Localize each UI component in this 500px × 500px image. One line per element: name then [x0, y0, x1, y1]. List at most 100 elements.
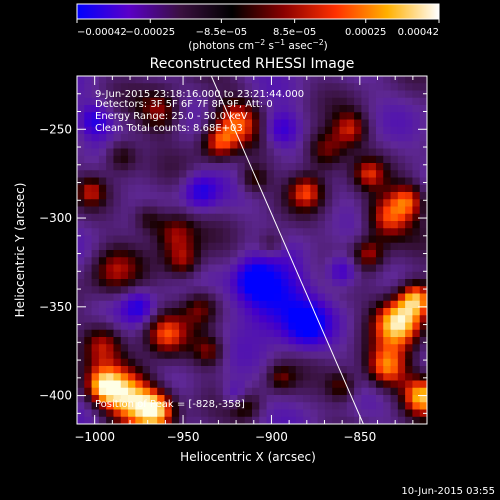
heatmap-cell [186, 315, 195, 323]
heatmap-cell [193, 228, 202, 236]
heatmap-cell [120, 416, 129, 424]
heatmap-cell [397, 409, 406, 418]
heatmap-cell [259, 271, 268, 280]
heatmap-cell [346, 257, 355, 265]
heatmap-cell [77, 315, 85, 323]
heatmap-cell [412, 184, 421, 193]
heatmap-cell [332, 387, 340, 396]
heatmap-cell [281, 264, 289, 273]
heatmap-cell [324, 373, 333, 381]
heatmap-cell [84, 409, 93, 418]
heatmap-cell [244, 315, 253, 323]
heatmap-cell [222, 264, 231, 273]
heatmap-cell [230, 387, 238, 396]
heatmap-cell [332, 271, 340, 280]
heatmap-cell [346, 402, 355, 410]
heatmap-cell [142, 83, 151, 91]
heatmap-cell [419, 300, 427, 309]
heatmap-cell [237, 416, 246, 424]
heatmap-cell [244, 177, 253, 186]
heatmap-cell [252, 337, 260, 345]
heatmap-cell [200, 105, 209, 113]
heatmap-cell [215, 126, 224, 135]
heatmap-cell [339, 279, 348, 287]
heatmap-cell [324, 264, 333, 273]
heatmap-cell [179, 344, 187, 352]
heatmap-cell [222, 416, 231, 424]
heatmap-cell [179, 97, 187, 106]
heatmap-cell [128, 300, 136, 309]
heatmap-cell [281, 257, 289, 265]
heatmap-cell [179, 199, 187, 207]
heatmap-cell [208, 402, 217, 410]
heatmap-cell [354, 141, 362, 149]
heatmap-cell [237, 308, 246, 316]
heatmap-cell [390, 257, 399, 265]
heatmap-cell [157, 112, 165, 120]
heatmap-cell [405, 358, 413, 367]
heatmap-cell [193, 351, 202, 360]
heatmap-cell [295, 329, 304, 338]
heatmap-cell [346, 199, 355, 207]
heatmap-cell [317, 257, 326, 265]
heatmap-cell [157, 177, 165, 186]
heatmap-cell [84, 257, 93, 265]
heatmap-cell [405, 213, 413, 222]
heatmap-cell [281, 344, 289, 352]
heatmap-cell [230, 286, 238, 294]
heatmap-cell [375, 76, 384, 84]
heatmap-cell [106, 199, 114, 207]
heatmap-cell [91, 257, 100, 265]
heatmap-cell [149, 184, 158, 193]
heatmap-cell [346, 134, 355, 142]
heatmap-cell [84, 279, 93, 287]
heatmap-cell [237, 380, 246, 389]
heatmap-cell [77, 155, 85, 164]
heatmap-cell [310, 337, 319, 345]
heatmap-cell [266, 141, 275, 149]
heatmap-cell [303, 119, 311, 128]
heatmap-cell [98, 279, 107, 287]
heatmap-cell [273, 83, 282, 91]
heatmap-cell [346, 155, 355, 164]
heatmap-cell [142, 358, 151, 367]
heatmap-cell [295, 358, 304, 367]
heatmap-cell [244, 308, 253, 316]
heatmap-cell [113, 221, 122, 229]
heatmap-cell [419, 184, 427, 193]
heatmap-cell [171, 271, 180, 280]
heatmap-cell [324, 213, 333, 222]
heatmap-cell [346, 409, 355, 418]
heatmap-cell [186, 286, 195, 294]
heatmap-cell [332, 199, 340, 207]
heatmap-cell [149, 416, 158, 424]
heatmap-cell [98, 221, 107, 229]
heatmap-cell [324, 344, 333, 352]
heatmap-cell [142, 264, 151, 273]
heatmap-cell [200, 337, 209, 345]
heatmap-cell [383, 134, 392, 142]
heatmap-cell [361, 155, 370, 164]
heatmap-cell [288, 351, 297, 360]
heatmap-cell [252, 380, 260, 389]
heatmap-cell [230, 308, 238, 316]
heatmap-cell [98, 380, 107, 389]
heatmap-cell [405, 250, 413, 258]
heatmap-cell [120, 351, 129, 360]
heatmap-cell [84, 308, 93, 316]
heatmap-cell [295, 112, 304, 120]
heatmap-cell [273, 192, 282, 200]
heatmap-cell [310, 366, 319, 374]
heatmap-cell [193, 134, 202, 142]
heatmap-cell [397, 416, 406, 424]
heatmap-cell [303, 344, 311, 352]
heatmap-cell [419, 228, 427, 236]
heatmap-cell [332, 235, 340, 244]
heatmap-cell [164, 300, 173, 309]
heatmap-cell [273, 177, 282, 186]
heatmap-cell [91, 206, 100, 215]
heatmap-cell [259, 235, 268, 244]
heatmap-cell [361, 119, 370, 128]
heatmap-cell [273, 315, 282, 323]
heatmap-cell [171, 293, 180, 302]
